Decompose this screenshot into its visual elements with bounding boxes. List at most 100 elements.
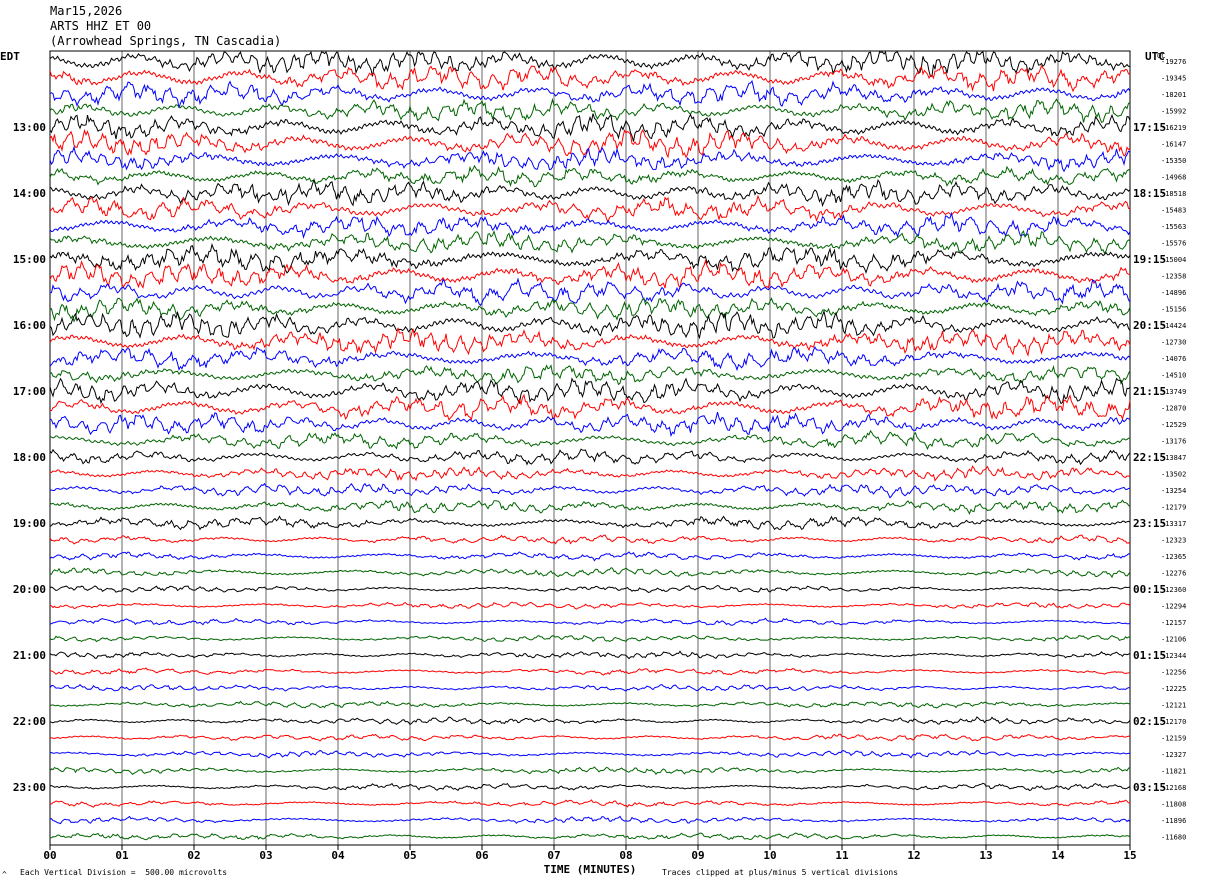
right-hour-label: 17:15 bbox=[1133, 121, 1166, 134]
trace-line bbox=[49, 733, 1131, 742]
left-hour-label: 15:00 bbox=[13, 253, 46, 266]
trace-value-label: -15563 bbox=[1161, 223, 1186, 231]
trace-value-label: -15483 bbox=[1161, 207, 1186, 215]
trace-line bbox=[49, 667, 1130, 676]
right-hour-label: 03:15 bbox=[1133, 781, 1166, 794]
right-hour-label: 21:15 bbox=[1133, 385, 1166, 398]
trace-value-label: -14510 bbox=[1161, 372, 1186, 380]
trace-value-label: -11896 bbox=[1161, 817, 1186, 825]
trace-line bbox=[49, 499, 1131, 515]
right-top-mark: OC bbox=[1157, 52, 1165, 60]
x-tick-label: 14 bbox=[1051, 849, 1065, 862]
trace-value-label: -13317 bbox=[1161, 520, 1186, 528]
left-hour-label: 14:00 bbox=[13, 187, 46, 200]
trace-line bbox=[49, 50, 1131, 78]
left-hour-label: 23:00 bbox=[13, 781, 46, 794]
header-date: Mar15,2026 bbox=[50, 4, 123, 18]
trace-line bbox=[49, 309, 1131, 340]
trace-value-label: -12159 bbox=[1161, 735, 1186, 743]
left-hour-label: 13:00 bbox=[13, 121, 46, 134]
left-hour-label: 21:00 bbox=[13, 649, 46, 662]
trace-value-label: -13749 bbox=[1161, 388, 1186, 396]
left-hour-label: 19:00 bbox=[13, 517, 46, 530]
trace-value-label: -12225 bbox=[1161, 685, 1186, 693]
trace-line bbox=[49, 377, 1131, 405]
trace-line bbox=[49, 534, 1131, 545]
trace-line bbox=[49, 766, 1131, 776]
right-hour-label: 22:15 bbox=[1133, 451, 1166, 464]
trace-value-label: -19345 bbox=[1161, 75, 1186, 83]
trace-value-label: -18518 bbox=[1161, 190, 1186, 198]
trace-line bbox=[49, 177, 1131, 208]
trace-line bbox=[49, 448, 1131, 466]
trace-value-label: -12323 bbox=[1161, 537, 1186, 545]
trace-line bbox=[49, 567, 1131, 579]
left-hour-label: 16:00 bbox=[13, 319, 46, 332]
left-hour-label: 17:00 bbox=[13, 385, 46, 398]
x-tick-label: 04 bbox=[331, 849, 345, 862]
trace-value-label: -13254 bbox=[1161, 487, 1186, 495]
x-tick-label: 13 bbox=[979, 849, 992, 862]
trace-value-label: -14076 bbox=[1161, 355, 1186, 363]
x-axis-label: TIME (MINUTES) bbox=[544, 863, 637, 876]
trace-line bbox=[49, 815, 1131, 825]
x-tick-label: 06 bbox=[475, 849, 489, 862]
trace-value-label: -12256 bbox=[1161, 669, 1186, 677]
trace-value-label: -12365 bbox=[1161, 553, 1186, 561]
clip-note: Traces clipped at plus/minus 5 vertical … bbox=[662, 868, 899, 877]
trace-value-label: -14424 bbox=[1161, 322, 1186, 330]
trace-value-label: -16219 bbox=[1161, 124, 1186, 132]
trace-value-label: -12344 bbox=[1161, 652, 1186, 660]
trace-value-label: -12360 bbox=[1161, 586, 1186, 594]
left-zone-label: EDT bbox=[0, 50, 20, 63]
scale-note: Each Vertical Division = 500.00 microvol… bbox=[20, 868, 228, 877]
trace-line bbox=[49, 749, 1131, 759]
left-hour-label: 22:00 bbox=[13, 715, 46, 728]
trace-line bbox=[49, 211, 1131, 240]
trace-line bbox=[49, 700, 1131, 709]
trace-value-label: -12106 bbox=[1161, 636, 1186, 644]
x-tick-label: 01 bbox=[115, 849, 129, 862]
trace-line bbox=[49, 364, 1131, 386]
corner-mark: ^ bbox=[2, 870, 7, 879]
right-hour-label: 00:15 bbox=[1133, 583, 1166, 596]
trace-line bbox=[49, 584, 1131, 594]
right-hour-label: 20:15 bbox=[1133, 319, 1166, 332]
x-tick-label: 09 bbox=[691, 849, 704, 862]
trace-value-label: -18201 bbox=[1161, 91, 1186, 99]
trace-line bbox=[49, 411, 1131, 438]
trace-line bbox=[49, 465, 1131, 482]
right-hour-label: 02:15 bbox=[1133, 715, 1166, 728]
trace-line bbox=[49, 128, 1131, 159]
trace-value-label: -12730 bbox=[1161, 339, 1186, 347]
trace-line bbox=[49, 429, 1130, 451]
left-hour-label: 20:00 bbox=[13, 583, 46, 596]
trace-value-label: -15004 bbox=[1161, 256, 1186, 264]
trace-line bbox=[49, 97, 1131, 123]
trace-value-label: -12276 bbox=[1161, 570, 1186, 578]
trace-value-label: -15350 bbox=[1161, 157, 1186, 165]
trace-value-label: -14968 bbox=[1161, 174, 1186, 182]
trace-value-label: -12157 bbox=[1161, 619, 1186, 627]
x-tick-label: 07 bbox=[547, 849, 560, 862]
x-tick-label: 08 bbox=[619, 849, 632, 862]
trace-line bbox=[49, 832, 1131, 841]
trace-line bbox=[49, 79, 1131, 109]
trace-value-label: -12170 bbox=[1161, 718, 1186, 726]
trace-value-label: -11680 bbox=[1161, 834, 1186, 842]
x-tick-label: 02 bbox=[187, 849, 200, 862]
trace-value-label: -15992 bbox=[1161, 108, 1186, 116]
trace-value-label: -11821 bbox=[1161, 768, 1186, 776]
x-tick-label: 00 bbox=[43, 849, 56, 862]
trace-line bbox=[49, 634, 1131, 643]
trace-line bbox=[49, 145, 1131, 173]
trace-line bbox=[49, 113, 1131, 142]
trace-line bbox=[49, 259, 1130, 289]
trace-value-label: -12358 bbox=[1161, 273, 1186, 281]
trace-value-label: -12294 bbox=[1161, 603, 1186, 611]
trace-value-label: -13176 bbox=[1161, 438, 1186, 446]
trace-line bbox=[49, 164, 1131, 188]
right-hour-label: 19:15 bbox=[1133, 253, 1166, 266]
x-tick-label: 15 bbox=[1123, 849, 1136, 862]
trace-line bbox=[49, 297, 1131, 323]
